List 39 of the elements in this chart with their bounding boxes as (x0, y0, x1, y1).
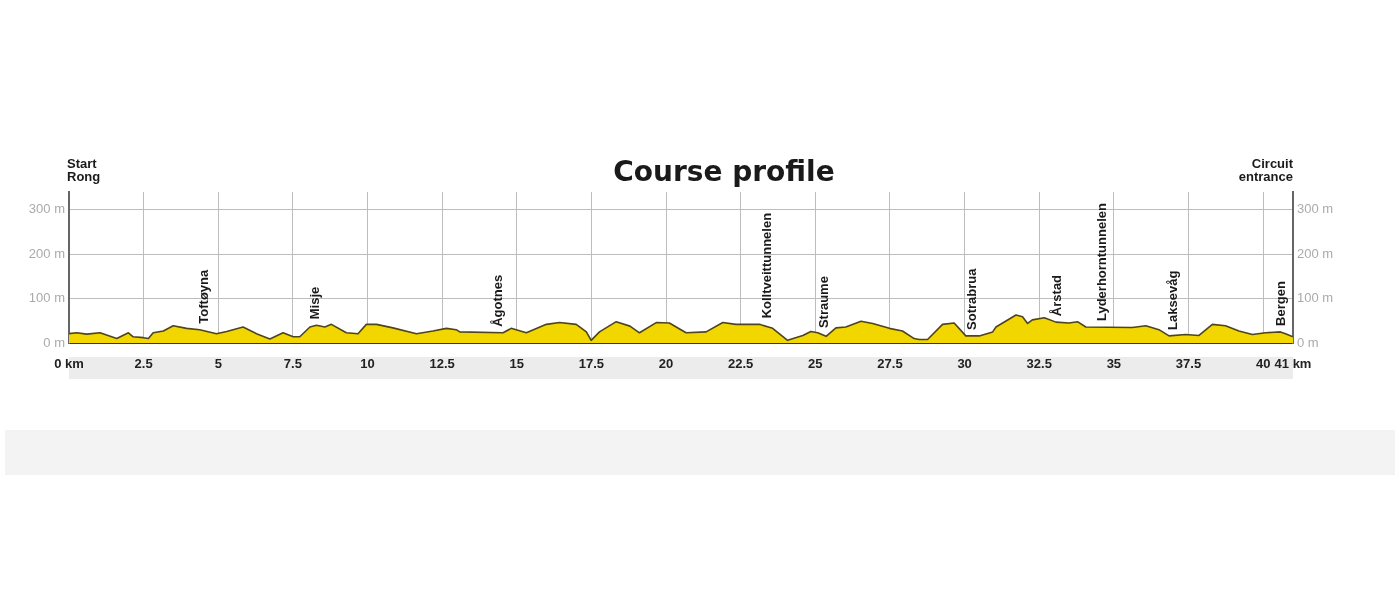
x-tick-label: 12.5 (429, 356, 455, 372)
x-tick-label: 30 (957, 356, 972, 372)
y-tick-label: 200 m (28, 245, 65, 261)
x-tick-label: 35 (1106, 356, 1122, 372)
x-tick-label: 15 (509, 356, 525, 372)
annotation: Misje (307, 286, 323, 320)
text: Start Rong (67, 156, 101, 184)
x-tick-label: 17.5 (578, 356, 605, 372)
x-tick-label: 5 (214, 356, 222, 372)
chart-title: Course profile (613, 155, 835, 188)
x-tick-label: 25 (808, 356, 823, 372)
x-tick-label: 40 (1255, 356, 1271, 372)
y2-tick-label: 200 m (1297, 245, 1334, 261)
annotation: Toftøyna (196, 268, 212, 324)
text: Circuit entrance (1238, 156, 1294, 184)
annotation: Lyderhorntunnelen (1093, 202, 1109, 322)
y2-tick-label: 100 m (1297, 290, 1334, 306)
x-tick-label: 37.5 (1175, 356, 1202, 372)
annotation: Straume (815, 276, 831, 329)
y-tick-label: 0 m (43, 334, 65, 350)
y2-tick-label: 300 m (1297, 201, 1334, 217)
annotation: Kolltveittunnelen (759, 212, 775, 319)
y-tick-label: 300 m (28, 201, 65, 217)
y-tick-label: 100 m (28, 290, 65, 306)
annotation: Bergen (1272, 281, 1288, 326)
annotation: Ågotnes (490, 274, 506, 327)
x-tick-label: 32.5 (1026, 356, 1052, 372)
annotation: Sotrabrua (963, 267, 979, 330)
x-tick-label: 2.5 (134, 356, 153, 372)
x-tick-label: 41 km (1274, 356, 1312, 372)
annotation: Årstad (1048, 274, 1064, 317)
x-tick-label: 7.5 (283, 356, 302, 372)
x-tick-label: 10 (360, 356, 375, 372)
annotation: Laksevåg (1165, 270, 1181, 330)
x-tick-label: 27.5 (877, 356, 903, 372)
y2-tick-label: 0 m (1297, 334, 1319, 350)
x-tick-label: 22.5 (728, 356, 754, 372)
x-tick-label: 0 km (54, 356, 84, 372)
x-tick-label: 20 (658, 356, 674, 372)
